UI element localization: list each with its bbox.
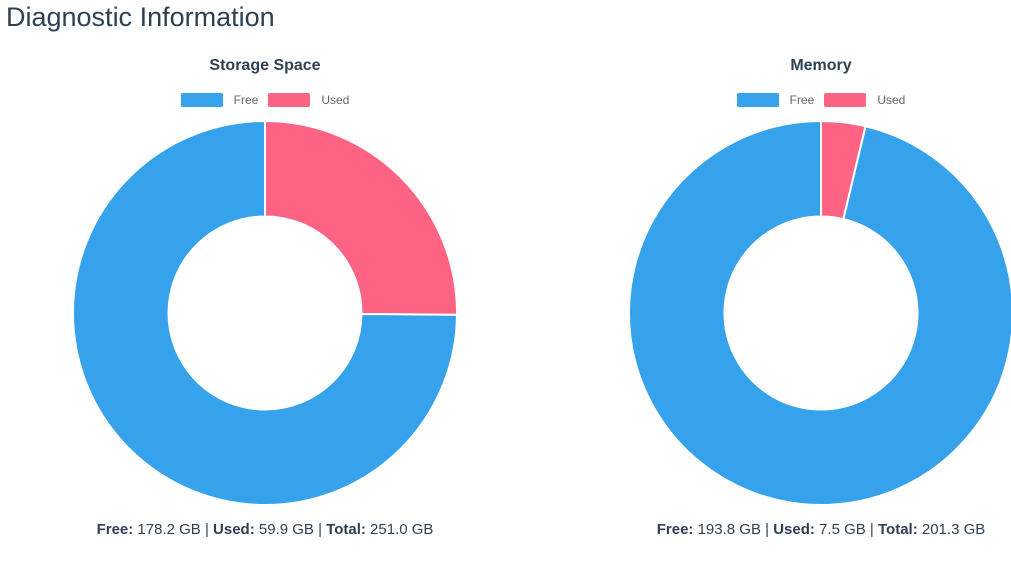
legend-item-free[interactable]: Free bbox=[180, 92, 259, 107]
donut-slice-free[interactable] bbox=[72, 119, 459, 506]
legend-swatch bbox=[180, 92, 223, 107]
summary-value: 7.5 GB bbox=[814, 521, 866, 538]
chart-legend: Free Used bbox=[15, 92, 515, 107]
legend-label: Free bbox=[789, 92, 815, 107]
summary-label: Free: bbox=[656, 521, 694, 538]
legend-item-used[interactable]: Used bbox=[268, 92, 350, 107]
chart-title-memory: Memory bbox=[790, 57, 852, 74]
legend-label: Free bbox=[233, 92, 259, 107]
legend-item-free[interactable]: Free bbox=[736, 92, 815, 107]
donut-chart-storage bbox=[72, 119, 459, 506]
chart-summary: Free: 178.2 GB | Used: 59.9 GB | Total: … bbox=[96, 521, 434, 538]
summary-value: 59.9 GB bbox=[254, 521, 314, 538]
summary-value: 178.2 GB bbox=[133, 521, 201, 538]
summary-label: Free: bbox=[96, 521, 134, 538]
summary-label: Used: bbox=[773, 521, 815, 538]
legend-swatch bbox=[268, 92, 311, 107]
summary-value: 193.8 GB bbox=[693, 521, 761, 538]
summary-value: 201.3 GB bbox=[917, 521, 986, 538]
summary-value: 251.0 GB bbox=[365, 521, 434, 538]
legend-swatch bbox=[736, 92, 779, 107]
donut-slice-used[interactable] bbox=[264, 119, 458, 316]
legend-swatch bbox=[824, 92, 867, 107]
chart-section-storage: Storage Space Free Used Free: 178.2 GB | … bbox=[15, 50, 515, 539]
chart-legend: Free Used bbox=[571, 92, 1011, 107]
summary-label: Used: bbox=[213, 521, 255, 538]
donut-slice-free[interactable] bbox=[628, 119, 1011, 506]
summary-label: Total: bbox=[877, 521, 918, 538]
legend-label: Used bbox=[877, 92, 906, 107]
chart-summary: Free: 193.8 GB | Used: 7.5 GB | Total: 2… bbox=[656, 521, 986, 538]
donut-chart-memory bbox=[628, 119, 1011, 506]
summary-label: Total: bbox=[326, 521, 366, 538]
chart-title-storage: Storage Space bbox=[209, 57, 321, 74]
legend-item-used[interactable]: Used bbox=[824, 92, 906, 107]
legend-label: Used bbox=[321, 92, 350, 107]
chart-section-memory: Memory Free Used Free: 193.8 GB | Used: 7… bbox=[571, 50, 1011, 539]
page-title: Diagnostic Information bbox=[6, 2, 275, 32]
